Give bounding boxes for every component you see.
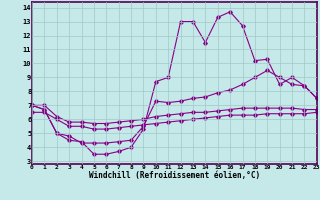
X-axis label: Windchill (Refroidissement éolien,°C): Windchill (Refroidissement éolien,°C)	[89, 171, 260, 180]
